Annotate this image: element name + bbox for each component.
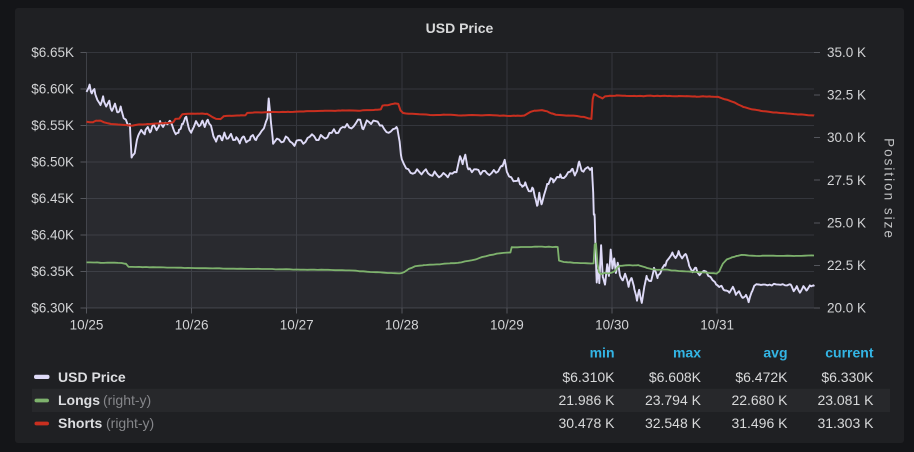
svg-text:$6.608K: $6.608K: [649, 369, 702, 385]
svg-text:$6.310K: $6.310K: [562, 369, 615, 385]
svg-text:30.478 K: 30.478 K: [558, 415, 615, 431]
svg-text:avg: avg: [763, 345, 787, 361]
svg-text:31.303 K: 31.303 K: [817, 415, 874, 431]
svg-text:27.5 K: 27.5 K: [827, 173, 866, 188]
svg-text:$6.35K: $6.35K: [31, 264, 74, 279]
svg-text:current: current: [825, 345, 874, 361]
svg-text:Position size: Position size: [882, 138, 897, 240]
svg-text:10/28: 10/28: [385, 318, 419, 333]
svg-text:32.5 K: 32.5 K: [827, 88, 866, 103]
svg-text:$6.330K: $6.330K: [821, 369, 874, 385]
svg-text:$6.50K: $6.50K: [31, 155, 74, 170]
svg-text:10/25: 10/25: [70, 318, 104, 333]
svg-text:10/27: 10/27: [280, 318, 314, 333]
svg-text:22.5 K: 22.5 K: [827, 258, 866, 273]
svg-text:23.081 K: 23.081 K: [817, 392, 874, 408]
svg-text:$6.60K: $6.60K: [31, 82, 74, 97]
svg-text:22.680 K: 22.680 K: [731, 392, 788, 408]
svg-text:min: min: [590, 345, 615, 361]
svg-text:(right-y): (right-y): [106, 415, 154, 431]
svg-text:30.0 K: 30.0 K: [827, 130, 866, 145]
svg-text:10/26: 10/26: [175, 318, 209, 333]
svg-text:$6.65K: $6.65K: [31, 45, 74, 60]
svg-text:Longs: Longs: [58, 392, 100, 408]
svg-text:10/30: 10/30: [595, 318, 629, 333]
svg-text:$6.472K: $6.472K: [735, 369, 788, 385]
svg-text:$6.55K: $6.55K: [31, 118, 74, 133]
svg-text:max: max: [673, 345, 701, 361]
svg-text:Shorts: Shorts: [58, 415, 103, 431]
svg-text:10/29: 10/29: [490, 318, 524, 333]
svg-text:USD Price: USD Price: [58, 369, 126, 385]
svg-text:21.986 K: 21.986 K: [558, 392, 615, 408]
svg-text:32.548 K: 32.548 K: [645, 415, 702, 431]
svg-text:31.496 K: 31.496 K: [731, 415, 788, 431]
svg-text:23.794 K: 23.794 K: [645, 392, 702, 408]
svg-text:25.0 K: 25.0 K: [827, 215, 866, 230]
svg-text:20.0 K: 20.0 K: [827, 301, 866, 316]
svg-text:10/31: 10/31: [700, 318, 734, 333]
svg-text:$6.45K: $6.45K: [31, 191, 74, 206]
svg-text:$6.30K: $6.30K: [31, 301, 74, 316]
svg-text:(right-y): (right-y): [103, 392, 151, 408]
svg-text:35.0 K: 35.0 K: [827, 45, 866, 60]
svg-text:$6.40K: $6.40K: [31, 228, 74, 243]
